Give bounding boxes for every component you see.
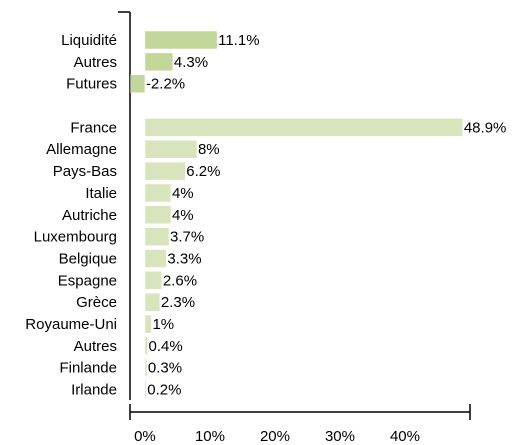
value-label: 11.1% [218, 32, 259, 49]
y-tick-label: Royaume-Uni [25, 316, 117, 333]
value-label: 48.9% [464, 119, 507, 136]
y-tick-label: Espagne [58, 272, 117, 289]
bar [144, 314, 152, 334]
bar [144, 52, 174, 72]
value-label: 0.2% [147, 382, 181, 399]
bar [144, 161, 186, 181]
y-tick-label: Italie [85, 185, 117, 202]
value-label: 2.3% [161, 294, 195, 311]
value-label: 4.3% [174, 54, 208, 71]
bar [144, 292, 161, 312]
value-label: 6.2% [186, 163, 220, 180]
bar [144, 249, 167, 268]
x-tick-label: 30% [325, 428, 355, 445]
value-label: 1% [152, 316, 174, 333]
y-tick-label: Autres [74, 54, 117, 71]
bar [130, 74, 146, 93]
y-tick-label: Autres [74, 338, 117, 355]
value-label: 0.4% [149, 338, 183, 355]
value-label: 3.7% [170, 229, 204, 246]
y-tick-label: Liquidité [61, 32, 117, 49]
y-tick-label: Autriche [62, 207, 117, 224]
value-label: 8% [198, 141, 220, 158]
value-label: 3.3% [167, 250, 201, 267]
x-tick-label: 0% [134, 428, 156, 445]
y-tick-label: Irlande [71, 382, 117, 399]
x-tick-label: 10% [195, 428, 225, 445]
y-tick-label: Allemagne [46, 141, 117, 158]
bar [144, 227, 170, 246]
x-tick-label: 40% [390, 428, 420, 445]
value-label: 4% [172, 185, 194, 202]
bar [144, 380, 147, 399]
value-label: -2.2% [146, 76, 185, 93]
y-tick-label: France [70, 119, 117, 136]
bar [144, 30, 218, 50]
value-label: 4% [172, 207, 194, 224]
y-tick-label: Luxembourg [34, 229, 117, 246]
value-label: 2.6% [163, 272, 197, 289]
bar [144, 140, 198, 159]
bar [144, 358, 148, 377]
y-tick-label: Grèce [76, 294, 117, 311]
y-tick-label: Pays-Bas [53, 163, 117, 180]
bar [144, 205, 172, 225]
bar [144, 118, 464, 137]
bar [144, 336, 148, 356]
y-tick-label: Belgique [59, 250, 117, 267]
x-tick-label: 20% [260, 428, 290, 445]
bar [144, 271, 163, 290]
y-tick-label: Futures [66, 76, 117, 93]
value-label: 0.3% [148, 360, 182, 377]
y-tick-label: Finlande [59, 360, 117, 377]
bar [144, 183, 172, 203]
